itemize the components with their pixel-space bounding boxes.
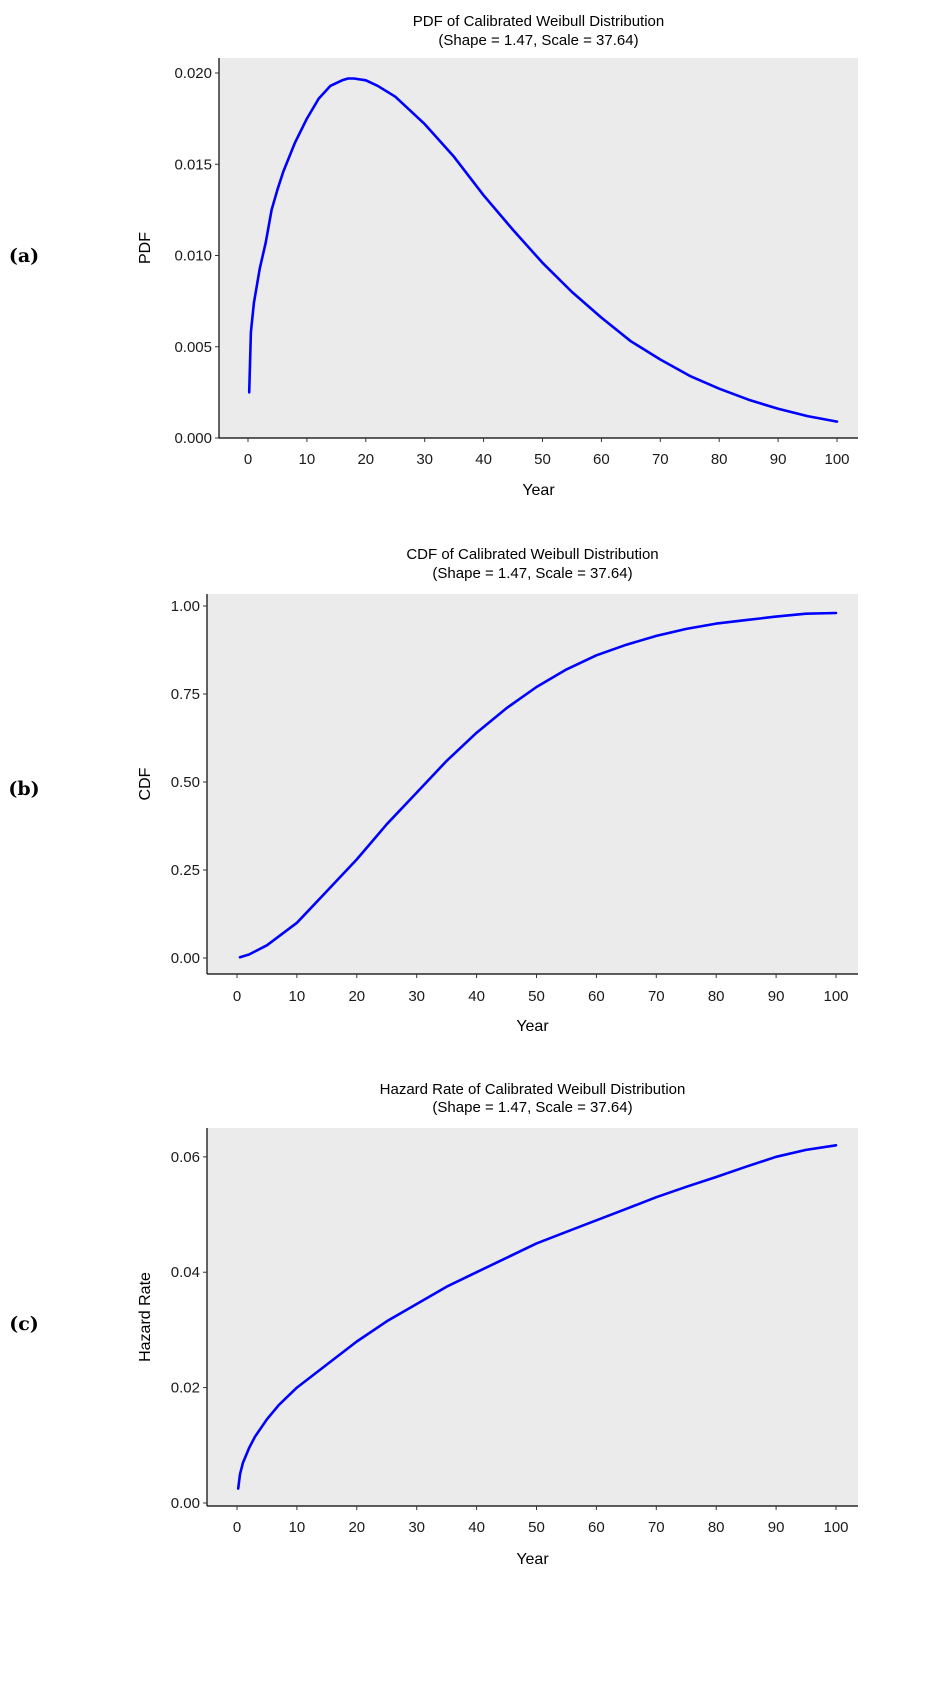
- x-tick-label: 30: [416, 451, 433, 468]
- y-tick-label: 0.00: [171, 950, 200, 967]
- y-tick-label: 0.04: [171, 1264, 200, 1281]
- y-tick-label: 0.25: [171, 862, 200, 879]
- x-tick-label: 90: [770, 451, 787, 468]
- plot-background: [219, 58, 858, 438]
- x-axis-label: Year: [522, 482, 555, 499]
- y-tick-label: 0.75: [171, 686, 200, 703]
- y-axis-label: CDF: [137, 767, 154, 800]
- x-tick-label: 80: [708, 1519, 725, 1536]
- series-line: [236, 1144, 838, 1490]
- x-tick-label: 20: [348, 988, 365, 1005]
- x-tick-label: 0: [244, 451, 252, 468]
- y-tick-label: 0.005: [174, 339, 212, 356]
- x-tick-label: 90: [768, 1519, 785, 1536]
- y-tick-label: 0.010: [174, 248, 212, 265]
- panel-letter: (b): [8, 778, 39, 800]
- chart-subtitle: (Shape = 1.47, Scale = 37.64): [432, 565, 632, 582]
- x-tick-label: 40: [468, 1519, 485, 1536]
- y-tick-label: 0.06: [171, 1149, 200, 1166]
- x-tick-label: 10: [289, 988, 306, 1005]
- x-tick-label: 90: [768, 988, 785, 1005]
- x-tick-label: 70: [648, 1519, 665, 1536]
- x-tick-label: 0: [233, 1519, 241, 1536]
- x-tick-label: 60: [593, 451, 610, 468]
- chart-title: Hazard Rate of Calibrated Weibull Distri…: [380, 1081, 686, 1098]
- panel-letter: (c): [9, 1313, 39, 1335]
- chart-title: PDF of Calibrated Weibull Distribution: [413, 13, 665, 30]
- x-tick-label: 50: [528, 1519, 545, 1536]
- x-tick-label: 30: [408, 988, 425, 1005]
- series-line: [238, 611, 838, 959]
- chart-subtitle: (Shape = 1.47, Scale = 37.64): [432, 1099, 632, 1116]
- panel-letter: (a): [9, 245, 39, 267]
- y-axis-label: Hazard Rate: [137, 1272, 154, 1362]
- x-tick-label: 40: [475, 451, 492, 468]
- x-tick-label: 20: [348, 1519, 365, 1536]
- plot-background: [207, 1128, 858, 1506]
- y-tick-label: 1.00: [171, 598, 200, 615]
- x-axis-label: Year: [516, 1018, 549, 1035]
- x-tick-label: 80: [711, 451, 728, 468]
- x-tick-label: 10: [289, 1519, 306, 1536]
- x-tick-label: 10: [299, 451, 316, 468]
- x-tick-label: 60: [588, 1519, 605, 1536]
- x-tick-label: 50: [534, 451, 551, 468]
- x-tick-label: 60: [588, 988, 605, 1005]
- x-tick-label: 30: [408, 1519, 425, 1536]
- x-tick-label: 80: [708, 988, 725, 1005]
- x-tick-label: 40: [468, 988, 485, 1005]
- x-tick-label: 100: [824, 451, 849, 468]
- plot-background: [207, 594, 858, 974]
- x-tick-label: 50: [528, 988, 545, 1005]
- x-tick-label: 70: [652, 451, 669, 468]
- y-tick-label: 0.00: [171, 1495, 200, 1512]
- x-axis-label: Year: [516, 1551, 549, 1568]
- series-line: [247, 77, 839, 423]
- x-tick-label: 100: [823, 1519, 848, 1536]
- y-tick-label: 0.50: [171, 774, 200, 791]
- chart-subtitle: (Shape = 1.47, Scale = 37.64): [438, 32, 638, 49]
- chart-title: CDF of Calibrated Weibull Distribution: [406, 546, 658, 563]
- y-tick-label: 0.020: [174, 65, 212, 82]
- y-axis-label: PDF: [137, 232, 154, 264]
- x-tick-label: 0: [233, 988, 241, 1005]
- y-tick-label: 0.02: [171, 1380, 200, 1397]
- x-tick-label: 100: [823, 988, 848, 1005]
- y-tick-label: 0.000: [174, 430, 212, 447]
- x-tick-label: 20: [357, 451, 374, 468]
- y-tick-label: 0.015: [174, 156, 212, 173]
- x-tick-label: 70: [648, 988, 665, 1005]
